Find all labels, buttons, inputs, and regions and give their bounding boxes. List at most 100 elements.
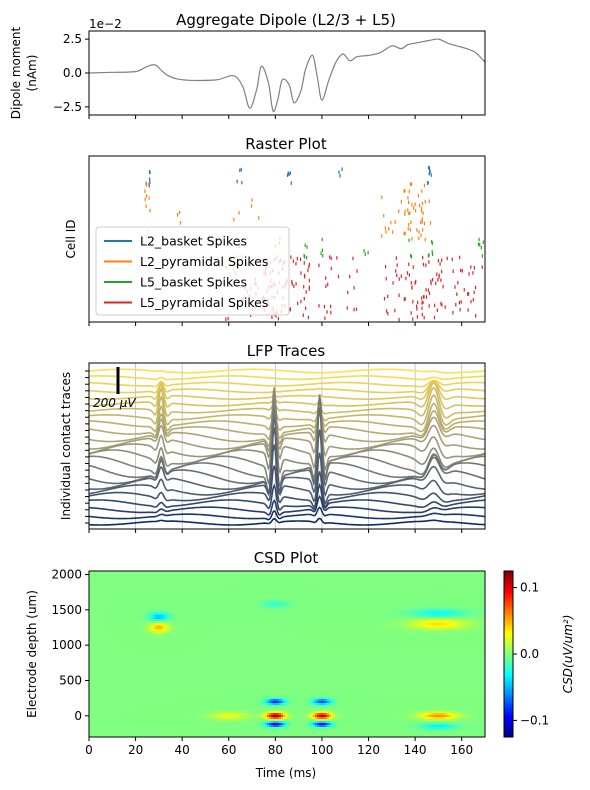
csd-cell <box>137 583 140 586</box>
csd-cell <box>103 657 106 660</box>
csd-cell <box>193 735 196 738</box>
csd-cell <box>151 681 154 684</box>
csd-cell <box>191 571 194 574</box>
csd-cell <box>135 697 138 700</box>
csd-cell <box>195 643 198 646</box>
csd-cell <box>193 709 196 712</box>
csd-cell <box>139 637 142 640</box>
csd-cell <box>175 597 178 600</box>
csd-cell <box>163 721 166 724</box>
csd-cell <box>185 721 188 724</box>
csd-cell <box>151 595 154 598</box>
csd-cell <box>123 709 126 712</box>
csd-cell <box>149 733 152 736</box>
csd-cell <box>197 597 200 600</box>
csd-cell <box>159 667 162 670</box>
csd-cell <box>147 633 150 636</box>
csd-cell <box>121 723 124 726</box>
csd-cell <box>121 671 124 674</box>
csd-cell <box>177 693 180 696</box>
csd-cell <box>121 689 124 692</box>
csd-cell <box>121 675 124 678</box>
csd-cell <box>173 593 176 596</box>
csd-cell <box>165 675 168 678</box>
csd-cell <box>95 613 98 616</box>
csd-cell <box>93 613 96 616</box>
csd-cell <box>123 731 126 734</box>
csd-cell <box>95 571 98 574</box>
csd-cell <box>147 697 150 700</box>
csd-cell <box>153 615 156 618</box>
csd-cell <box>127 731 130 734</box>
csd-cell <box>127 723 130 726</box>
csd-cell <box>127 639 130 642</box>
csd-cell <box>165 587 168 590</box>
csd-cell <box>179 705 182 708</box>
csd-cell <box>107 671 110 674</box>
csd-cell <box>97 597 100 600</box>
csd-cell <box>141 613 144 616</box>
csd-cell <box>131 691 134 694</box>
csd-cell <box>185 633 188 636</box>
csd-cell <box>93 725 96 728</box>
csd-cell <box>125 691 128 694</box>
csd-cell <box>129 723 132 726</box>
csd-cell <box>185 595 188 598</box>
csd-cell <box>169 581 172 584</box>
csd-cell <box>121 715 124 718</box>
csd-cell <box>181 727 184 730</box>
csd-cell <box>107 633 110 636</box>
csd-cell <box>99 695 102 698</box>
csd-cell <box>101 583 104 586</box>
raster-frame <box>88 155 486 323</box>
csd-cell <box>171 693 174 696</box>
csd-cell <box>175 599 178 602</box>
csd-cell <box>181 685 184 688</box>
csd-cell <box>147 661 150 664</box>
csd-cell <box>163 687 166 690</box>
csd-cell <box>177 711 180 714</box>
csd-cell <box>103 629 106 632</box>
csd-cell <box>105 665 108 668</box>
csd-cell <box>133 675 136 678</box>
csd-cell <box>135 719 138 722</box>
csd-cell <box>143 687 146 690</box>
csd-cell <box>141 673 144 676</box>
csd-cell <box>161 601 164 604</box>
csd-cell <box>171 625 174 628</box>
csd-cell <box>147 593 150 596</box>
csd-cell <box>123 687 126 690</box>
csd-cell <box>171 621 174 624</box>
csd-cell <box>127 593 130 596</box>
csd-cell <box>169 603 172 606</box>
lfp-trace <box>89 482 486 511</box>
csd-cell <box>127 619 130 622</box>
csd-cell <box>177 603 180 606</box>
csd-cell <box>127 733 130 736</box>
csd-cell <box>177 715 180 718</box>
csd-cell <box>183 671 186 674</box>
csd-cell <box>143 591 146 594</box>
csd-cell <box>127 595 130 598</box>
csd-cell <box>165 725 168 728</box>
csd-cell <box>175 635 178 638</box>
csd-cell <box>175 585 178 588</box>
csd-cell <box>195 703 198 706</box>
csd-cell <box>163 709 166 712</box>
csd-cell <box>195 709 198 712</box>
csd-cell <box>181 645 184 648</box>
csd-cell <box>137 593 140 596</box>
csd-cell <box>95 691 98 694</box>
csd-cell <box>95 673 98 676</box>
csd-cell <box>157 677 160 680</box>
csd-cell <box>97 581 100 584</box>
csd-cell <box>147 721 150 724</box>
csd-cell <box>185 635 188 638</box>
csd-cell <box>169 649 172 652</box>
csd-cell <box>131 673 134 676</box>
csd-cell <box>91 655 94 658</box>
csd-cell <box>107 721 110 724</box>
csd-cell <box>125 619 128 622</box>
csd-cell <box>129 657 132 660</box>
csd-cell <box>167 733 170 736</box>
